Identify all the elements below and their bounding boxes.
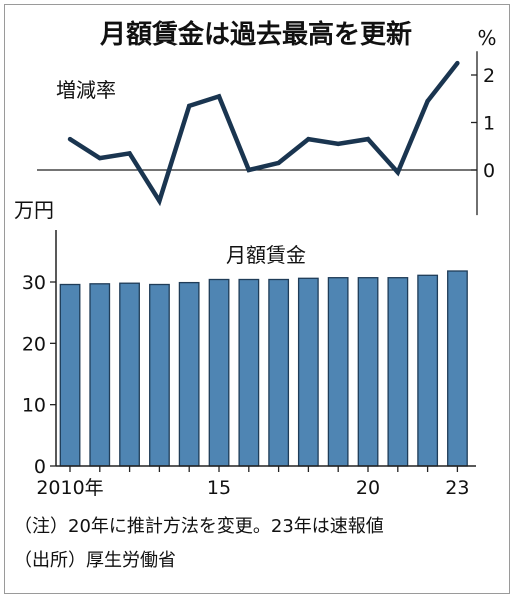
bar-2020 — [357, 277, 379, 467]
bar-ticks-group: 0 10 20 30 2010年 15 20 23 — [22, 272, 470, 499]
bar-2010 — [59, 283, 81, 467]
line-point-2013 — [157, 198, 162, 204]
line-axis-group — [37, 51, 478, 216]
line-chart-panel: % 増減率 0 1 2 — [37, 26, 497, 216]
line-point-2017 — [276, 160, 281, 166]
line-y-tick-label-1: 1 — [483, 113, 495, 135]
bar-x-tick-label-2010: 2010年 — [36, 477, 103, 499]
bar-2012 — [119, 282, 140, 467]
line-ticks-group: 0 1 2 — [483, 65, 495, 182]
line-point-2023 — [455, 60, 460, 66]
line-point-2019 — [336, 141, 341, 147]
line-series-growth-rate — [68, 61, 460, 207]
bar-2022 — [417, 274, 439, 467]
bar-2023 — [447, 270, 468, 467]
chart-title: 月額賃金は過去最高を更新 — [99, 19, 412, 50]
line-series-label: 増減率 — [56, 78, 116, 102]
line-point-2014 — [187, 103, 192, 109]
bar-y-tick-label-30: 30 — [22, 272, 46, 294]
bar-chart-panel: 万円 月額賃金 0 10 20 30 2010年 15 20 23 — [14, 198, 476, 499]
footnote: （注）20年に推計方法を変更。23年は速報値 — [14, 516, 384, 537]
bar-2014 — [178, 281, 200, 467]
bar-2019 — [327, 277, 349, 467]
bar-x-tick-label-2023: 23 — [445, 477, 469, 499]
bar-2013 — [149, 283, 170, 467]
line-y-unit: % — [477, 26, 496, 50]
line-point-2016 — [246, 167, 251, 173]
bar-axis-group — [50, 230, 476, 472]
line-point-2015 — [216, 94, 222, 99]
bar-2015 — [208, 278, 230, 467]
bar-y-unit: 万円 — [14, 198, 54, 222]
bar-2017 — [268, 278, 290, 467]
bar-y-tick-label-20: 20 — [22, 333, 46, 355]
bar-chart-title: 月額賃金 — [226, 243, 306, 267]
bar-y-tick-label-0: 0 — [34, 456, 46, 478]
bar-2011 — [89, 283, 111, 467]
bar-x-tick-label-2015: 15 — [207, 477, 231, 499]
source-note: （出所）厚生労働省 — [14, 550, 176, 571]
bar-2021 — [387, 277, 409, 467]
line-y-tick-label-0: 0 — [483, 160, 495, 182]
line-point-2018 — [306, 136, 311, 142]
line-point-2020 — [365, 136, 371, 142]
bar-2016 — [238, 278, 260, 467]
bar-2018 — [297, 277, 319, 467]
line-point-2010 — [67, 136, 73, 142]
bar-y-tick-label-10: 10 — [22, 395, 46, 417]
line-point-2012 — [127, 151, 132, 156]
bar-marks-group — [59, 270, 468, 467]
bar-x-tick-label-2020: 20 — [356, 477, 380, 499]
line-point-2022 — [425, 98, 430, 104]
line-marks-group — [67, 60, 460, 207]
line-point-2021 — [395, 170, 400, 175]
line-y-tick-label-2: 2 — [483, 65, 495, 87]
line-point-2011 — [97, 155, 103, 161]
